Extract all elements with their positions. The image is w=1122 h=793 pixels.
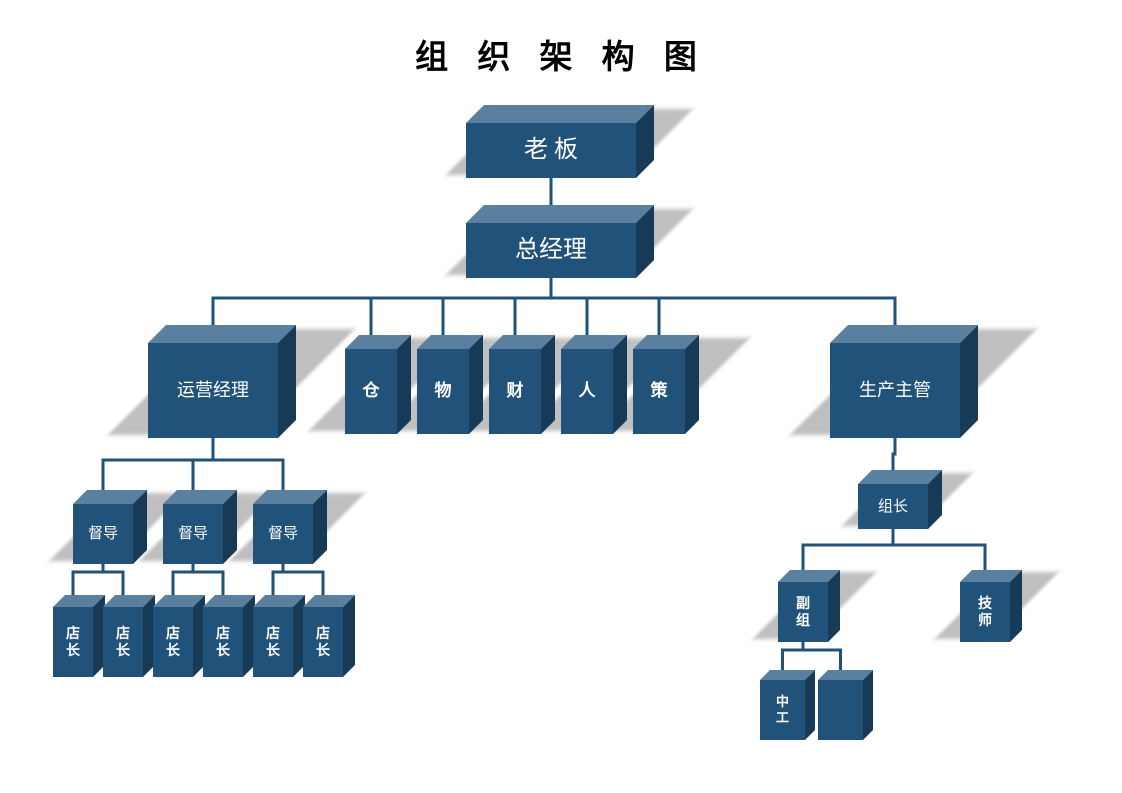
org-node-s3b: 店长 <box>303 595 355 677</box>
org-node-label: 生产主管 <box>830 343 960 438</box>
org-chart-stage: 组 织 架 构 图 老 板总经理运营经理仓物财人策生产主管督导督导督导店长店长店… <box>0 0 1122 793</box>
org-node-ops: 运营经理 <box>148 325 296 438</box>
org-node-label: 人 <box>561 349 613 434</box>
org-node-label: 老 板 <box>466 123 636 178</box>
org-node-sup3: 督导 <box>253 490 327 564</box>
org-node-label: 店长 <box>253 607 293 677</box>
org-node-label: 店长 <box>303 607 343 677</box>
org-node-label: 物 <box>417 349 469 434</box>
org-node-gm: 总经理 <box>466 205 654 278</box>
org-node-s2b: 店长 <box>203 595 255 677</box>
org-node-label: 店长 <box>53 607 93 677</box>
org-node-sup1: 督导 <box>73 490 147 564</box>
org-node-c3: 财 <box>489 335 555 434</box>
org-node-c1: 仓 <box>345 335 411 434</box>
org-node-s3a: 店长 <box>253 595 305 677</box>
org-node-mid: 中工 <box>760 670 815 740</box>
org-node-boss: 老 板 <box>466 105 654 178</box>
org-node-label: 仓 <box>345 349 397 434</box>
org-node-c2: 物 <box>417 335 483 434</box>
org-node-label: 店长 <box>103 607 143 677</box>
org-node-c4: 人 <box>561 335 627 434</box>
org-node-tech: 技师 <box>960 570 1022 642</box>
chart-title: 组 织 架 构 图 <box>0 30 1122 78</box>
org-node-label: 店长 <box>203 607 243 677</box>
org-node-label: 策 <box>633 349 685 434</box>
org-node-label: 店长 <box>153 607 193 677</box>
org-node-tl: 组长 <box>858 470 942 529</box>
org-node-s1b: 店长 <box>103 595 155 677</box>
org-node-s1a: 店长 <box>53 595 105 677</box>
org-node-label: 总经理 <box>466 223 636 278</box>
org-node-prod: 生产主管 <box>830 325 978 438</box>
org-node-label: 中工 <box>760 680 805 740</box>
org-node-label: 技师 <box>960 582 1010 642</box>
org-node-label <box>818 680 863 740</box>
org-node-label: 督导 <box>163 504 223 564</box>
org-node-label: 督导 <box>253 504 313 564</box>
org-node-vice: 副组 <box>778 570 840 642</box>
org-node-label: 组长 <box>858 484 928 529</box>
org-node-label: 财 <box>489 349 541 434</box>
org-node-c5: 策 <box>633 335 699 434</box>
org-node-blank <box>818 670 873 740</box>
org-node-label: 运营经理 <box>148 343 278 438</box>
org-node-label: 副组 <box>778 582 828 642</box>
org-node-label: 督导 <box>73 504 133 564</box>
org-node-sup2: 督导 <box>163 490 237 564</box>
org-node-s2a: 店长 <box>153 595 205 677</box>
